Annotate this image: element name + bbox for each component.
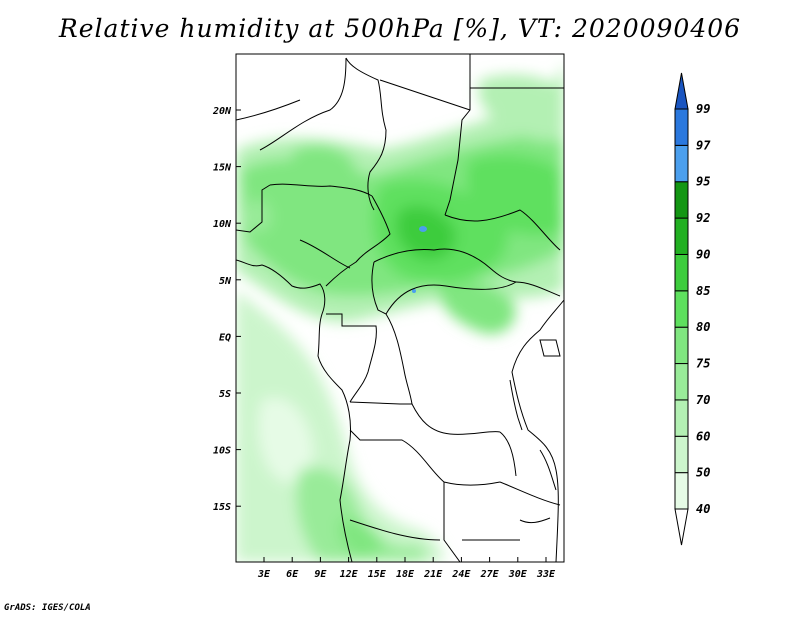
lat-tick-label: 15S — [213, 502, 231, 513]
colorbar-level-label: 75 — [696, 357, 710, 371]
lat-tick-label: 15N — [213, 163, 232, 174]
colorbar-segment — [674, 399, 689, 437]
colorbar-level-label: 40 — [696, 502, 710, 516]
humidity-field — [236, 54, 564, 562]
map-title: Relative humidity at 500hPa [%], VT: 202… — [58, 14, 742, 43]
lat-tick-label: 10N — [213, 219, 232, 230]
colorbar-level-label: 90 — [696, 247, 710, 261]
colorbar-segment — [674, 363, 689, 401]
lon-tick-label: 15E — [368, 569, 387, 580]
colorbar-level-label: 70 — [696, 393, 710, 407]
colorbar-level-label: 60 — [696, 429, 710, 443]
colorbar-segment — [674, 181, 689, 219]
colorbar-segment — [674, 144, 689, 183]
colorbar-level-label: 97 — [696, 138, 711, 152]
lon-tick-label: 21E — [423, 569, 443, 580]
colorbar-max-triangle — [674, 72, 689, 110]
colorbar-level-label: 80 — [696, 320, 710, 334]
colorbar-level-label: 92 — [696, 211, 710, 225]
colorbar-segment — [674, 290, 689, 328]
colorbar-segment — [674, 326, 689, 365]
lon-tick-label: 12E — [340, 569, 359, 580]
colorbar-level-label: 85 — [696, 284, 710, 298]
lat-tick-label: 5S — [219, 389, 231, 400]
lon-tick-label: 27E — [480, 569, 500, 580]
colorbar-segment — [674, 108, 689, 146]
colorbar-segment — [674, 435, 689, 474]
lon-tick-label: 6E — [286, 569, 299, 580]
lon-tick-label: 18E — [396, 569, 415, 580]
colorbar-min-triangle — [674, 508, 689, 546]
colorbar-level-label: 99 — [696, 102, 710, 116]
colorbar-level-label: 50 — [696, 466, 710, 480]
lat-tick-label: 20N — [212, 106, 232, 117]
lon-tick-label: 30E — [508, 569, 528, 580]
colorbar-segment — [674, 472, 689, 510]
lat-tick-label: EQ — [219, 332, 231, 343]
lon-tick-label: 3E — [257, 569, 271, 580]
axis-ticks: 3E 6E 9E 12E 15E 18E 21E 24E 27E 30E 33E 20N 15N 10N 5… — [212, 106, 556, 580]
lon-tick-label: 33E — [536, 569, 556, 580]
country-borders — [236, 54, 564, 562]
lat-tick-label: 10S — [213, 446, 231, 457]
credit-label: GrADS: IGES/COLA — [4, 603, 91, 613]
lon-tick-label: 24E — [451, 569, 471, 580]
lat-tick-label: 5N — [219, 276, 232, 287]
colorbar-level-label: 95 — [696, 175, 710, 189]
lon-tick-label: 9E — [314, 569, 327, 580]
colorbar-legend: 40 50 60 70 75 80 85 90 92 95 97 99 — [674, 72, 711, 546]
colorbar-segment — [674, 217, 689, 255]
colorbar-segment — [674, 253, 689, 292]
map-frame — [235, 53, 565, 563]
